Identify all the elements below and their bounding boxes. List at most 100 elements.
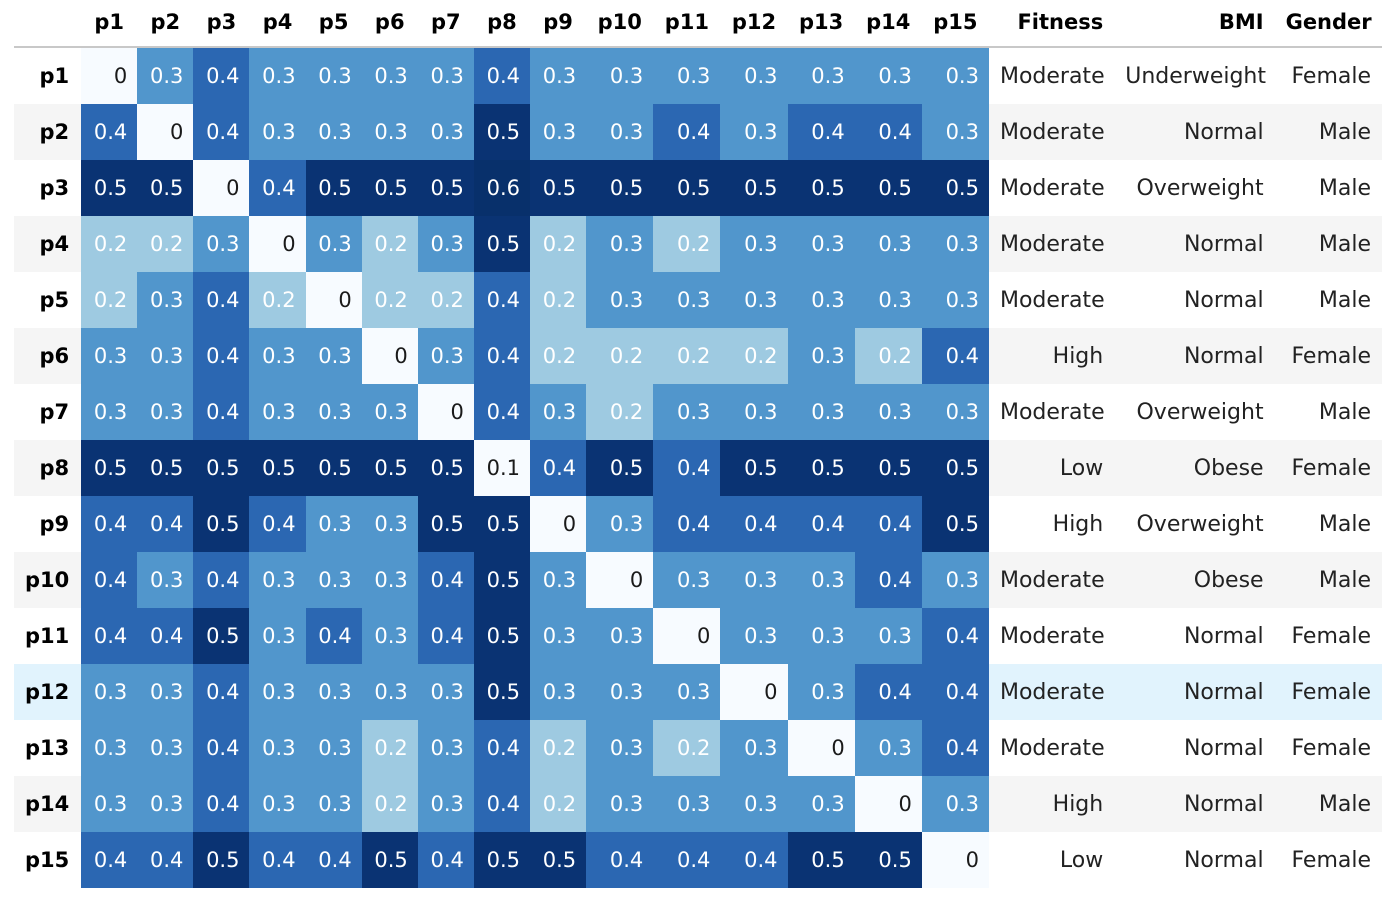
- fitness-cell: Moderate: [999, 735, 1105, 761]
- heatmap-cell: 0.4: [305, 608, 362, 664]
- row-label-p8: p8: [14, 440, 82, 496]
- heatmap-cell: 0.3: [586, 216, 654, 272]
- heatmap-cell: 0.3: [361, 552, 418, 608]
- heatmap-cell: 0.5: [137, 160, 194, 216]
- heatmap-cell: 0.2: [653, 216, 721, 272]
- column-header-p14[interactable]: p14: [854, 0, 922, 48]
- column-header-p11[interactable]: p11: [653, 0, 721, 48]
- column-header-p4[interactable]: p4: [249, 0, 306, 48]
- table-row[interactable]: p3 0.5 0.5 0 0.4 0.5 0.5 0.5 0.6 0.5 0.5 0.5 0.5 0.5 0…: [14, 160, 1382, 216]
- row-label-p15: p15: [25, 848, 70, 872]
- gender-cell: Male: [1274, 552, 1382, 608]
- heatmap-cell: 0.4: [81, 496, 138, 552]
- column-header-p7[interactable]: p7: [417, 0, 474, 48]
- heatmap-cell: 0.2: [653, 720, 721, 776]
- heatmap-cell: 0.4: [137, 608, 194, 664]
- table-row[interactable]: p12 0.3 0.3 0.4 0.3 0.3 0.3 0.3 0.5 0.3 0.3 0.3 0 0.3…: [14, 664, 1382, 720]
- column-header-gender[interactable]: Gender: [1274, 0, 1382, 48]
- heatmap-cell: 0.4: [787, 496, 855, 552]
- heatmap-cell: 0.5: [921, 160, 989, 216]
- heatmap-cell: 0.3: [417, 47, 474, 104]
- table-row[interactable]: p9 0.4 0.4 0.5 0.4 0.3 0.3 0.5 0.5 0 0.3 0.4 0.4 0.4 0…: [14, 496, 1382, 552]
- heatmap-cell: 0.3: [530, 384, 587, 440]
- fitness-cell: Moderate: [999, 287, 1105, 313]
- table-row[interactable]: p14 0.3 0.3 0.4 0.3 0.3 0.2 0.3 0.4 0.2 0.3 0.3 0.3 0…: [14, 776, 1382, 832]
- fitness-cell: Moderate: [988, 216, 1115, 272]
- table-row[interactable]: p2 0.4 0 0.4 0.3 0.3 0.3 0.3 0.5 0.3 0.3 0.4 0.3 0.4 0…: [14, 104, 1382, 160]
- table-row[interactable]: p13 0.3 0.3 0.4 0.3 0.3 0.2 0.3 0.4 0.2 0.3 0.2 0.3 0…: [14, 720, 1382, 776]
- heatmap-cell: 0.5: [193, 496, 250, 552]
- bmi-cell: Normal: [1114, 104, 1275, 160]
- table-row[interactable]: p15 0.4 0.4 0.5 0.4 0.4 0.5 0.4 0.5 0.5 0.4 0.4 0.4 0…: [14, 832, 1382, 888]
- column-header-p2[interactable]: p2: [137, 0, 194, 48]
- heatmap-cell: 0.5: [586, 440, 654, 496]
- fitness-cell: Low: [988, 440, 1115, 496]
- fitness-cell: Moderate: [999, 399, 1105, 425]
- column-header-p8[interactable]: p8: [473, 0, 531, 48]
- column-header-p12[interactable]: p12: [720, 0, 788, 48]
- table-row[interactable]: p8 0.5 0.5 0.5 0.5 0.5 0.5 0.5 0.1 0.4 0.5 0.4 0.5 0.…: [14, 440, 1382, 496]
- heatmap-cell: 0.3: [653, 664, 721, 720]
- heatmap-cell: 0.3: [720, 720, 788, 776]
- heatmap-cell: 0.5: [787, 440, 855, 496]
- heatmap-cell: 0.3: [249, 104, 306, 160]
- heatmap-cell: 0.4: [473, 384, 531, 440]
- heatmap-cell: 0.3: [305, 216, 362, 272]
- heatmap-cell: 0.4: [81, 832, 138, 888]
- column-header-fitness[interactable]: Fitness: [988, 0, 1115, 48]
- heatmap-cell: 0.5: [305, 160, 362, 216]
- bmi-cell: Normal: [1183, 623, 1264, 649]
- column-header-p15[interactable]: p15: [921, 0, 989, 48]
- heatmap-cell: 0.4: [417, 608, 474, 664]
- column-header-p5[interactable]: p5: [305, 0, 362, 48]
- heatmap-cell: 0.3: [787, 664, 855, 720]
- heatmap-cell: 0.4: [417, 832, 474, 888]
- column-header-p13[interactable]: p13: [787, 0, 855, 48]
- heatmap-cell: 0.5: [530, 160, 587, 216]
- column-header-p1[interactable]: p1: [81, 0, 138, 48]
- heatmap-cell: 0.4: [473, 272, 531, 328]
- table-row[interactable]: p11 0.4 0.4 0.5 0.3 0.4 0.3 0.4 0.5 0.3 0.3 0 0.3 0.3…: [14, 608, 1382, 664]
- heatmap-cell: 0.3: [305, 104, 362, 160]
- table-row[interactable]: p6 0.3 0.3 0.4 0.3 0.3 0 0.3 0.4 0.2 0.2 0.2 0.2 0.3 0…: [14, 328, 1382, 384]
- heatmap-cell: 0.4: [586, 832, 654, 888]
- heatmap-cell: 0: [249, 216, 306, 272]
- row-label-p4: p4: [14, 216, 82, 272]
- table-row[interactable]: p10 0.4 0.3 0.4 0.3 0.3 0.3 0.4 0.5 0.3 0 0.3 0.3 0.3…: [14, 552, 1382, 608]
- row-label-p5: p5: [39, 288, 70, 312]
- heatmap-cell: 0.5: [417, 160, 474, 216]
- heatmap-cell: 0.4: [921, 328, 989, 384]
- bmi-cell: Normal: [1183, 287, 1264, 313]
- heatmap-cell: 0.5: [921, 440, 989, 496]
- bmi-cell: Underweight: [1125, 63, 1266, 89]
- row-label-p3: p3: [39, 176, 70, 200]
- column-header-p9[interactable]: p9: [530, 0, 587, 48]
- heatmap-cell: 0.4: [473, 328, 531, 384]
- table-row[interactable]: p5 0.2 0.3 0.4 0.2 0 0.2 0.2 0.4 0.2 0.3 0.3 0.3 0.3 0…: [14, 272, 1382, 328]
- column-header-bmi[interactable]: BMI: [1114, 0, 1275, 48]
- column-header-p3[interactable]: p3: [193, 0, 250, 48]
- heatmap-cell: 0.3: [586, 720, 654, 776]
- heatmap-cell: 0.3: [530, 608, 587, 664]
- table-row[interactable]: p7 0.3 0.3 0.4 0.3 0.3 0.3 0 0.4 0.3 0.2 0.3 0.3 0.3 0…: [14, 384, 1382, 440]
- heatmap-cell: 0.4: [249, 160, 306, 216]
- bmi-cell: Obese: [1114, 552, 1275, 608]
- corner-header-cell: [14, 0, 82, 48]
- table-row[interactable]: p4 0.2 0.2 0.3 0 0.3 0.2 0.3 0.5 0.2 0.3 0.2 0.3 0.3 0…: [14, 216, 1382, 272]
- heatmap-cell: 0: [417, 384, 474, 440]
- heatmap-cell: 0.3: [787, 47, 855, 104]
- column-header-p10[interactable]: p10: [586, 0, 654, 48]
- heatmap-cell: 0.3: [81, 720, 138, 776]
- heatmap-cell: 0.5: [720, 440, 788, 496]
- heatmap-cell: 0.5: [193, 440, 250, 496]
- gender-cell: Female: [1291, 623, 1371, 649]
- fitness-cell: Moderate: [999, 623, 1105, 649]
- heatmap-cell: 0.3: [249, 384, 306, 440]
- heatmap-cell: 0.5: [473, 608, 531, 664]
- heatmap-cell: 0.3: [586, 47, 654, 104]
- table-row[interactable]: p1 0 0.3 0.4 0.3 0.3 0.3 0.3 0.4 0.3 0.3 0.3 0.3 0.3 0…: [14, 47, 1382, 104]
- heatmap-cell: 0.3: [417, 216, 474, 272]
- column-header-p6[interactable]: p6: [361, 0, 418, 48]
- heatmap-cell: 0: [921, 832, 989, 888]
- bmi-cell: Normal: [1183, 735, 1264, 761]
